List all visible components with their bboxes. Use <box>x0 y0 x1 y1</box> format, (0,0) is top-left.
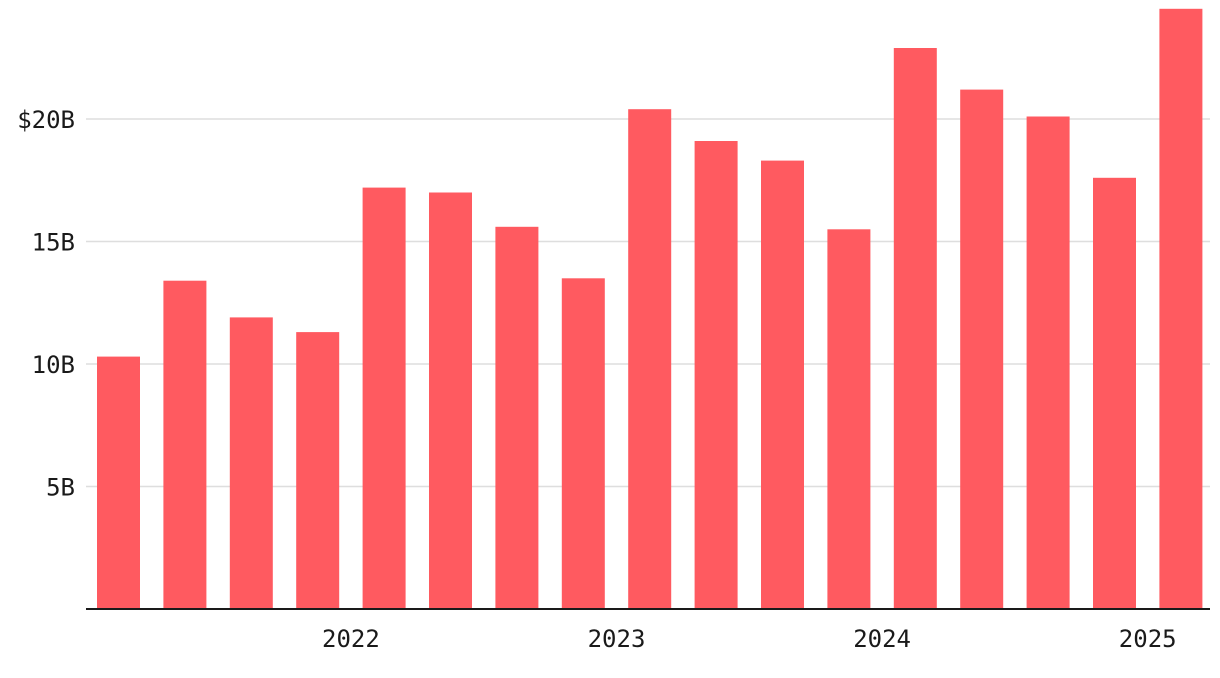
y-tick-label: 15B <box>32 229 75 257</box>
bar-8 <box>628 109 672 609</box>
bar-13 <box>960 89 1004 610</box>
bar-9 <box>694 141 738 609</box>
bar-14 <box>1026 116 1070 609</box>
bar-2 <box>229 317 273 609</box>
y-tick-label: 10B <box>32 351 75 379</box>
bar-4 <box>362 187 406 609</box>
x-tick-label: 2023 <box>588 625 646 653</box>
x-tick-label: 2024 <box>853 625 911 653</box>
bar-11 <box>827 229 871 610</box>
y-axis-ticks: 5B 10B 15B $20B <box>17 106 75 502</box>
bar-12 <box>893 48 937 609</box>
x-tick-label: 2022 <box>322 625 380 653</box>
x-tick-label: 2025 <box>1119 625 1177 653</box>
bar-1 <box>163 280 207 609</box>
bar-15 <box>1093 177 1136 610</box>
bar-10 <box>761 160 804 609</box>
y-tick-label: 5B <box>46 474 75 502</box>
bar-6 <box>495 226 539 610</box>
bar-7 <box>561 278 605 610</box>
bar-3 <box>296 332 340 609</box>
bar-5 <box>429 192 472 609</box>
bars <box>97 8 1203 610</box>
y-tick-label: $20B <box>17 106 75 134</box>
bar-0 <box>97 356 140 609</box>
x-axis-ticks: 2022 2023 2024 2025 <box>322 625 1177 653</box>
bar-16 <box>1159 8 1203 610</box>
